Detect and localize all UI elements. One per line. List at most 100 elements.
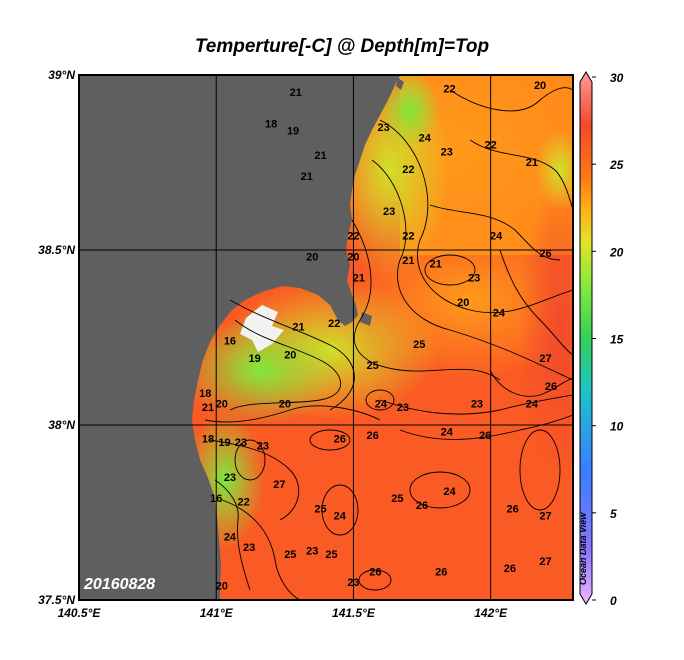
contour-label: 26 xyxy=(416,500,428,512)
contour-label: 22 xyxy=(443,84,455,96)
contour-line xyxy=(379,119,573,314)
contour-line xyxy=(365,389,395,411)
colorbar-ticks: 30 25 20 15 10 5 0 xyxy=(592,71,624,608)
contour-line xyxy=(409,471,471,509)
longitude-tick-label: 140.5°E xyxy=(58,606,102,620)
contour-label: 21 xyxy=(202,402,214,414)
contour-label: 23 xyxy=(378,122,390,134)
longitude-tick-label: 141°E xyxy=(200,606,234,620)
latitude-tick-label: 37.5°N xyxy=(38,593,75,607)
contour-label: 20 xyxy=(534,80,546,92)
contour-labels: 22 20211819212123242322212223222221202120… xyxy=(199,80,557,593)
contour-label: 18 xyxy=(199,388,211,400)
contour-label: 24 xyxy=(334,511,347,523)
contour-label: 19 xyxy=(287,126,299,138)
contour-label: 25 xyxy=(314,504,326,516)
contour-label: 20 xyxy=(216,399,228,411)
contour-line xyxy=(229,319,342,411)
contour-label: 26 xyxy=(539,248,551,260)
longitude-axis: 140.5°E 141°E 141.5°E 142°E xyxy=(58,606,508,620)
contour-label: 20 xyxy=(457,297,469,309)
contour-label: 27 xyxy=(539,556,551,568)
colorbar-tick-label: 25 xyxy=(609,158,624,172)
contour-label: 26 xyxy=(369,567,381,579)
contour-label: 23 xyxy=(383,206,395,218)
contour-line xyxy=(371,159,573,381)
contour-label: 26 xyxy=(545,381,557,393)
watermark: Ocean Data View xyxy=(578,512,588,585)
contour-label: 27 xyxy=(539,353,551,365)
contour-label: 21 xyxy=(430,259,442,271)
contour-label: 22 xyxy=(402,164,414,176)
island-north xyxy=(396,78,404,90)
contour-label: 25 xyxy=(284,549,296,561)
colorbar-tick-label: 20 xyxy=(609,245,624,259)
contour-label: 21 xyxy=(353,273,365,285)
date-stamp: 20160828 xyxy=(83,576,155,593)
contour-label: 19 xyxy=(218,437,230,449)
contour-label: 27 xyxy=(539,511,551,523)
contour-label: 25 xyxy=(367,360,379,372)
contour-line xyxy=(221,499,301,600)
contour-label: 26 xyxy=(504,563,516,575)
yellow-water-northeast xyxy=(535,130,573,210)
contour-label: 23 xyxy=(471,399,483,411)
contour-line xyxy=(429,204,561,261)
latitude-tick-label: 38.5°N xyxy=(38,243,75,257)
contour-line xyxy=(204,405,381,423)
contour-label: 22 xyxy=(402,231,414,243)
contour-label: 26 xyxy=(506,504,518,516)
contour-label: 21 xyxy=(290,87,302,99)
contour-label: 21 xyxy=(314,150,326,162)
contour-line xyxy=(424,254,476,286)
land-mass xyxy=(79,75,400,600)
longitude-tick-label: 141.5°E xyxy=(332,606,376,620)
contour-label: 24 xyxy=(443,486,456,498)
contour-line xyxy=(229,299,355,411)
contour-label: 23 xyxy=(224,472,236,484)
colorbar-tick-label: 5 xyxy=(610,507,617,521)
contour-line xyxy=(321,484,359,536)
contour-line xyxy=(469,139,573,211)
contour-label: 26 xyxy=(479,430,491,442)
contour-label: 22 xyxy=(328,318,340,330)
contour-label: 24 xyxy=(526,399,539,411)
contour-label: 23 xyxy=(397,402,409,414)
contour-label: 24 xyxy=(224,532,237,544)
colorbar-tick-label: 10 xyxy=(610,420,624,434)
latitude-axis: 39°N 38.5°N 38°N 37.5°N xyxy=(38,68,75,607)
contour-label: 21 xyxy=(301,171,313,183)
contour-label: 21 xyxy=(402,255,414,267)
contour-label: 20 xyxy=(216,581,228,593)
contour-label: 18 xyxy=(265,119,277,131)
contour-label: 19 xyxy=(249,353,261,365)
contour-line xyxy=(358,569,392,591)
cool-water-north-coast xyxy=(380,75,440,150)
contour-label: 18 xyxy=(202,434,214,446)
contour-label: 24 xyxy=(419,133,432,145)
contour-label: 20 xyxy=(279,399,291,411)
contour-label: 24 xyxy=(441,427,454,439)
contour-line xyxy=(489,369,573,397)
contour-label: 24 xyxy=(490,231,503,243)
contour-line xyxy=(309,429,351,451)
contour-label: 23 xyxy=(243,542,255,554)
contour-label: 26 xyxy=(334,434,346,446)
contour-label: 25 xyxy=(391,493,403,505)
contour-label: 26 xyxy=(435,567,447,579)
contour-label: 25 xyxy=(413,339,425,351)
map-frame xyxy=(78,74,574,601)
contour-line xyxy=(519,429,561,511)
graticule xyxy=(79,75,573,600)
contour-label: 23 xyxy=(468,273,480,285)
contour-line xyxy=(499,249,573,356)
contour-line xyxy=(209,439,300,521)
contour-label: 23 xyxy=(441,147,453,159)
contour-label: 23 xyxy=(306,546,318,558)
contour-lines xyxy=(204,87,573,600)
colorbar-scale xyxy=(579,71,593,605)
contour-label: 23 xyxy=(257,441,269,453)
map-title: Temperture[-C] @ Depth[m]=Top xyxy=(194,36,490,57)
contour-label: 22 xyxy=(238,497,250,509)
contour-label: 27 xyxy=(273,479,285,491)
